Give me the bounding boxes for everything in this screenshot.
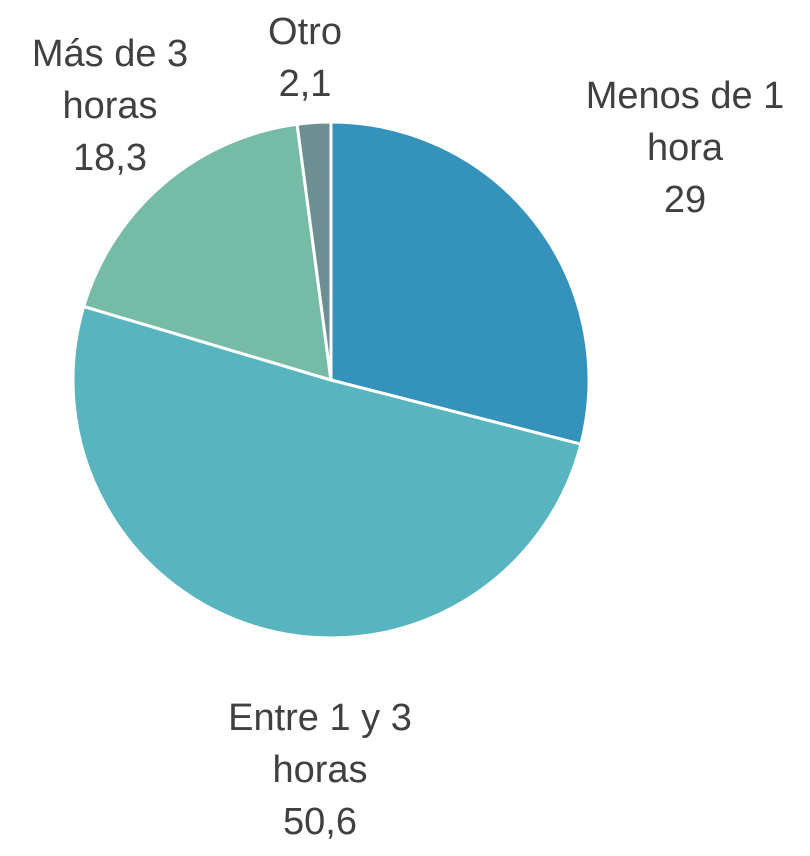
slice-label: Entre 1 y 3 horas 50,6: [200, 692, 440, 848]
slice-label: Otro 2,1: [225, 6, 385, 110]
pie-slice: [295, 120, 333, 381]
category-label: Más de 3 horas: [31, 33, 189, 127]
slice-label: Más de 3 horas 18,3: [10, 28, 210, 184]
pie-slice: [71, 304, 583, 640]
category-label: Otro: [268, 11, 342, 53]
value-label: 2,1: [278, 63, 332, 105]
value-label: 50,6: [283, 801, 357, 843]
slice-label: Menos de 1 hora 29: [560, 70, 810, 226]
category-label: Menos de 1 hora: [585, 75, 785, 169]
category-label: Entre 1 y 3 horas: [228, 697, 412, 791]
value-label: 18,3: [73, 137, 147, 179]
value-label: 29: [663, 179, 707, 221]
pie-slice: [329, 120, 591, 446]
pie-slice: [81, 122, 333, 383]
